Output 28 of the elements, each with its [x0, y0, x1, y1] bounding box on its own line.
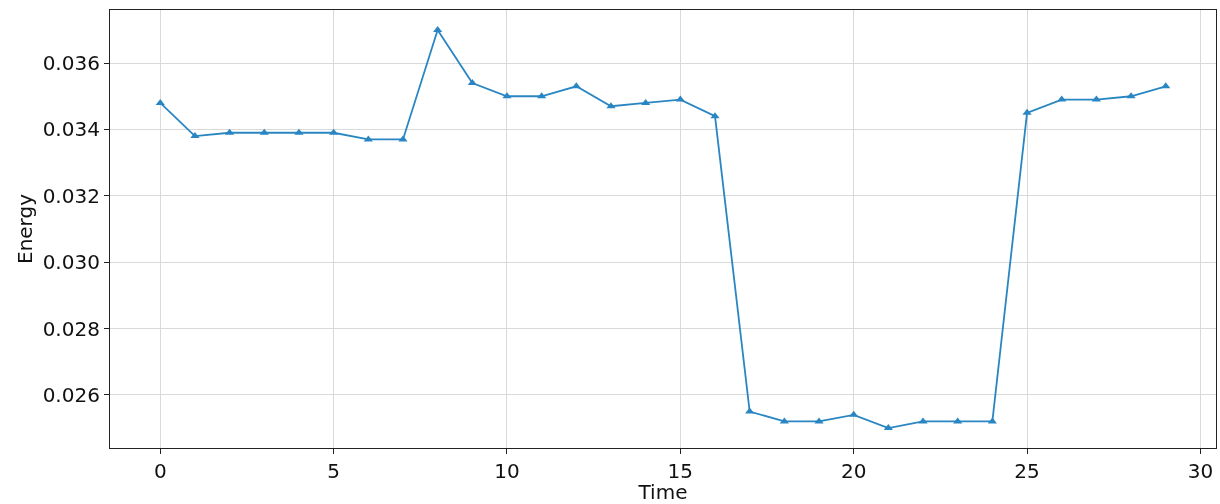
point — [710, 112, 720, 119]
point — [745, 407, 755, 414]
y-tick-label: 0.026 — [42, 382, 100, 407]
x-tick-label: 30 — [1187, 459, 1214, 484]
point — [1057, 95, 1067, 102]
point — [190, 132, 200, 139]
y-tick-label: 0.032 — [42, 183, 100, 208]
x-tick-label: 10 — [494, 459, 520, 484]
point — [675, 95, 685, 102]
point — [155, 98, 165, 105]
y-tick-label: 0.030 — [42, 250, 100, 275]
point — [259, 128, 269, 135]
x-tick-label: 0 — [153, 459, 167, 484]
point — [433, 25, 443, 32]
point — [641, 98, 651, 105]
point — [294, 128, 304, 135]
point — [1022, 108, 1032, 115]
point — [329, 128, 339, 135]
point — [537, 92, 547, 99]
y-axis-title: Energy — [13, 193, 38, 265]
y-tick-label: 0.036 — [42, 51, 100, 76]
y-tick-label: 0.034 — [42, 117, 100, 142]
point — [849, 410, 859, 417]
x-tick-label: 25 — [1014, 459, 1040, 484]
point — [883, 424, 893, 431]
x-tick-label: 20 — [840, 459, 867, 484]
y-tick-label: 0.028 — [42, 316, 100, 341]
x-tick-label: 5 — [327, 459, 340, 484]
